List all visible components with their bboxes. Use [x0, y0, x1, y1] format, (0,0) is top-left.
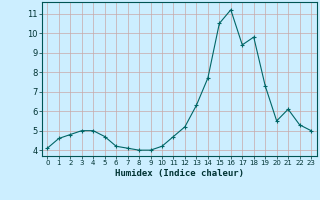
X-axis label: Humidex (Indice chaleur): Humidex (Indice chaleur): [115, 169, 244, 178]
